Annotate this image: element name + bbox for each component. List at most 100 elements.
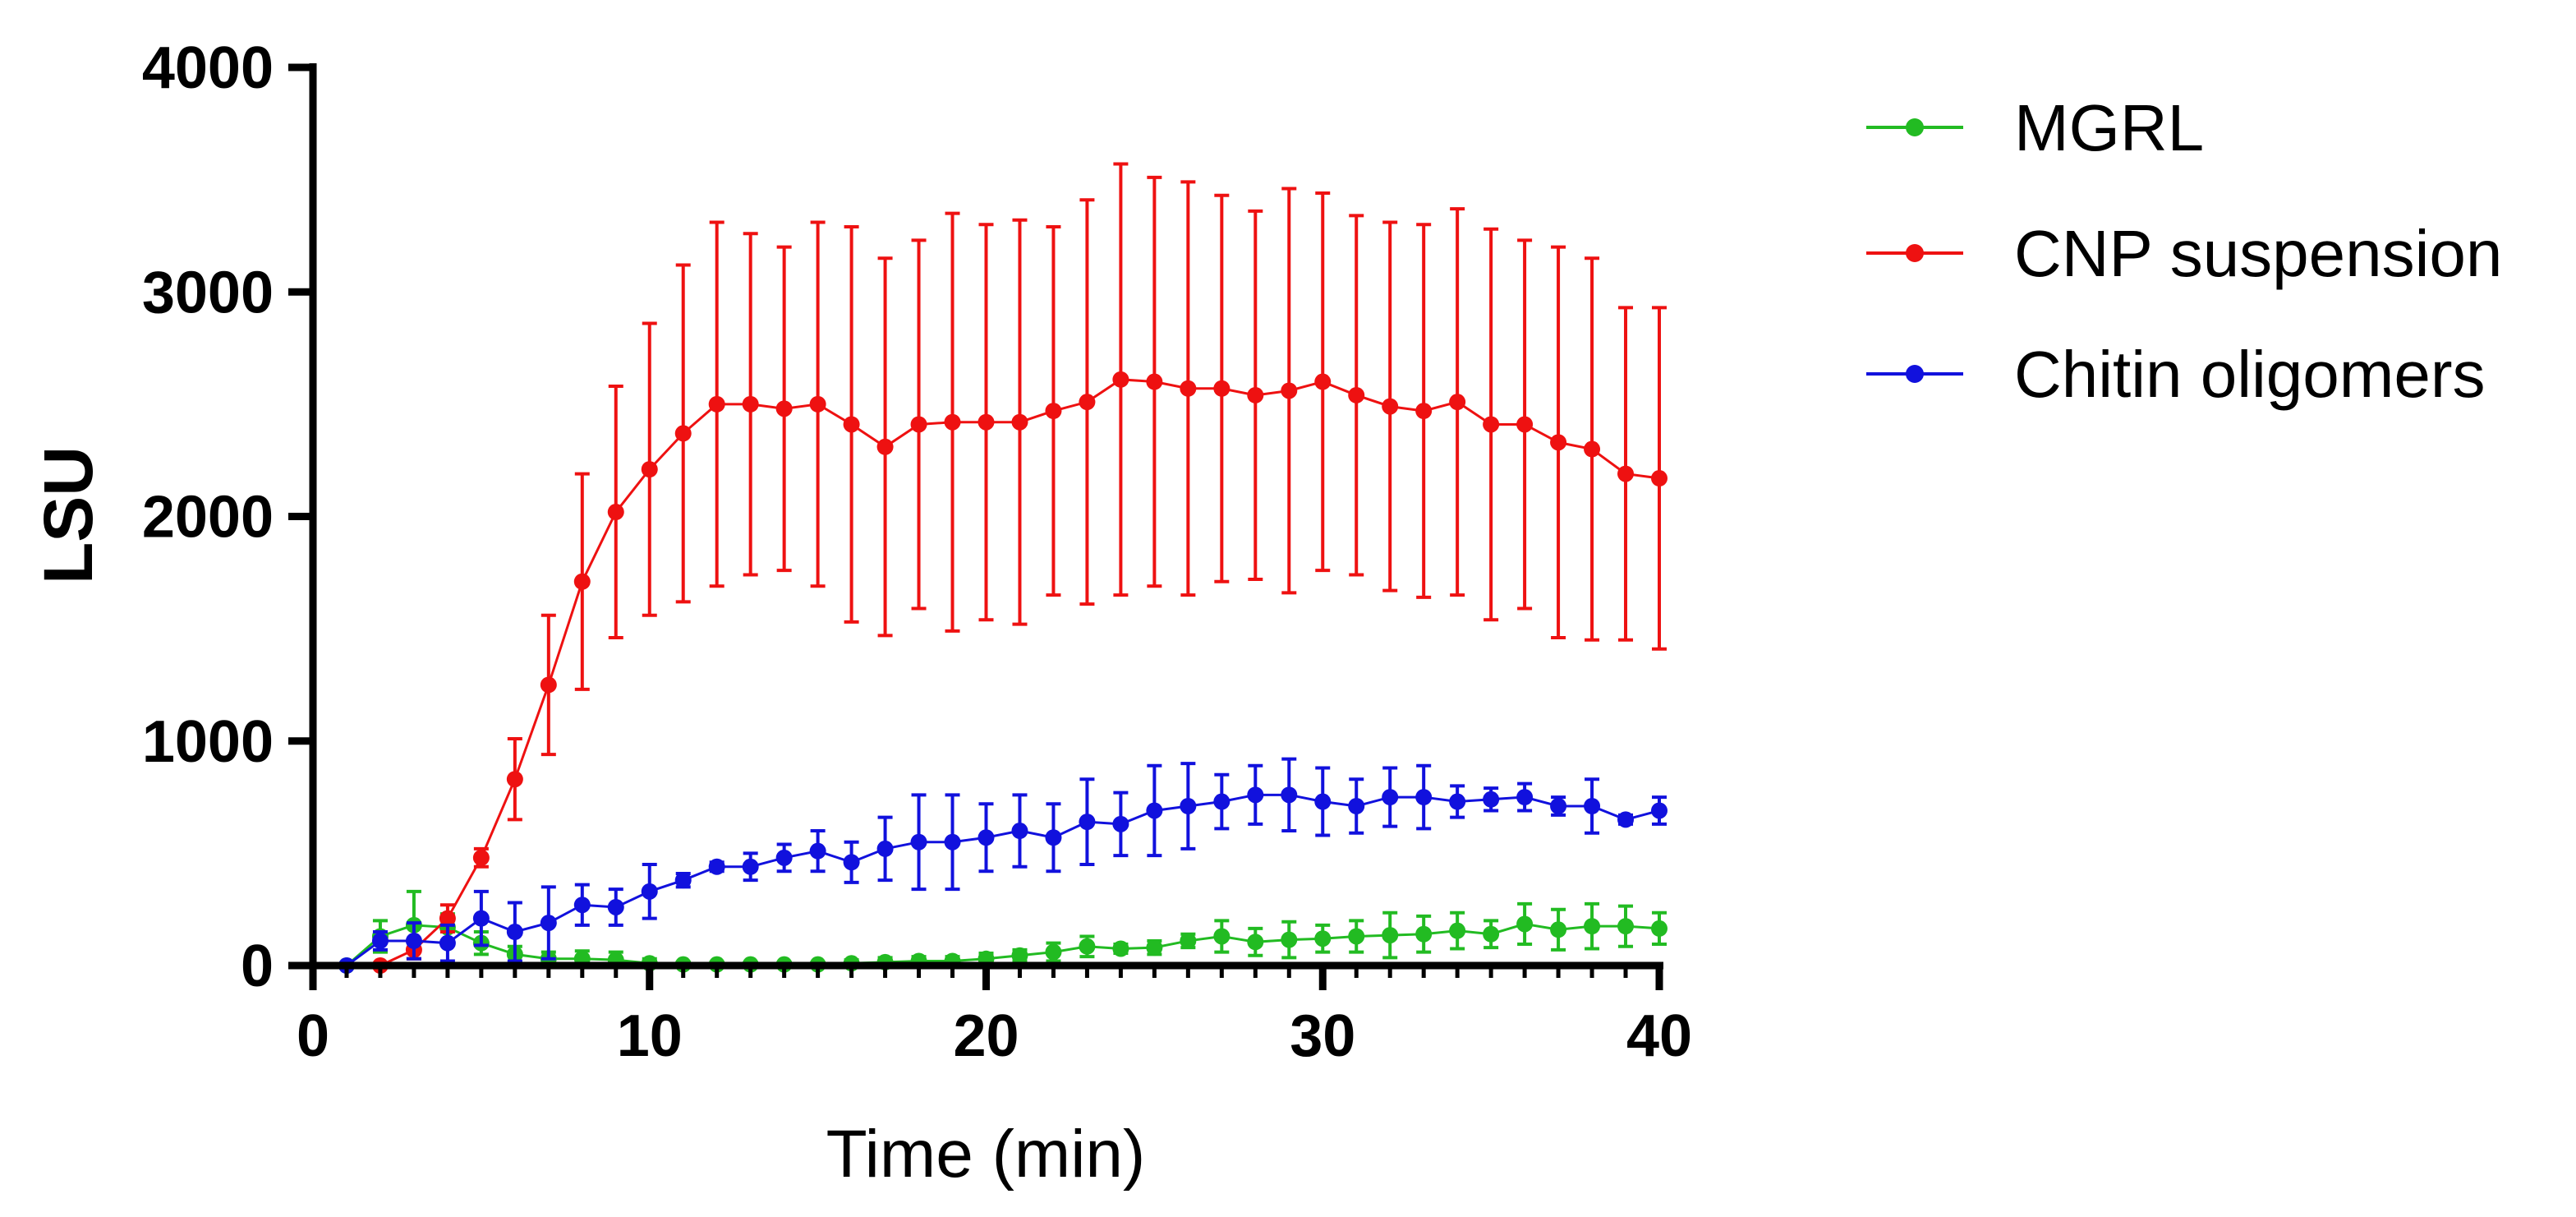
- data-point: [1584, 797, 1601, 814]
- data-point: [1651, 470, 1668, 487]
- data-point: [1449, 394, 1466, 411]
- data-point: [1045, 829, 1062, 846]
- y-tick-label: 1000: [142, 709, 274, 775]
- data-point: [1382, 789, 1399, 806]
- data-point: [1247, 386, 1264, 403]
- data-point: [1180, 797, 1197, 814]
- data-point: [1079, 394, 1096, 411]
- data-point: [1483, 416, 1500, 433]
- data-point: [708, 858, 725, 875]
- data-point: [1314, 373, 1332, 390]
- data-point: [573, 897, 591, 914]
- data-point: [1314, 930, 1332, 947]
- legend-label: Chitin oligomers: [2014, 338, 2486, 411]
- legend-label: MGRL: [2014, 91, 2204, 164]
- y-tick-label: 0: [241, 933, 274, 999]
- series-line: [345, 922, 1660, 967]
- data-point: [1112, 940, 1129, 957]
- data-point: [1415, 403, 1433, 420]
- data-point: [1079, 814, 1096, 831]
- data-point: [775, 400, 793, 417]
- data-point: [472, 849, 490, 866]
- data-point: [1348, 928, 1365, 945]
- data-point: [1449, 793, 1466, 810]
- legend: MGRL CNP suspension Chitin oligomers: [1866, 91, 2502, 411]
- x-axis-title: Time (min): [826, 1117, 1146, 1192]
- data-point: [439, 934, 456, 952]
- data-point: [742, 395, 759, 413]
- data-point: [1550, 797, 1567, 814]
- data-point: [506, 771, 523, 788]
- series-chitin-oligomers: [338, 757, 1668, 974]
- data-point: [1415, 925, 1433, 943]
- data-point: [1146, 373, 1163, 390]
- data-point: [607, 898, 624, 915]
- data-point: [1247, 786, 1264, 804]
- data-point: [708, 395, 725, 413]
- data-point: [1213, 793, 1230, 810]
- data-point: [1516, 915, 1534, 933]
- data-point: [1011, 823, 1028, 840]
- data-point: [1180, 932, 1197, 949]
- y-tick-label: 2000: [142, 485, 274, 551]
- data-point: [1079, 938, 1096, 955]
- data-point: [1617, 465, 1635, 482]
- x-axis: 0 10 20 30 40: [297, 961, 1692, 1069]
- legend-label: CNP suspension: [2014, 217, 2502, 290]
- data-point: [843, 854, 860, 871]
- data-point: [1651, 920, 1668, 937]
- data-point: [1247, 933, 1264, 951]
- legend-item: MGRL: [1866, 91, 2204, 164]
- data-point: [1011, 413, 1028, 431]
- legend-item: Chitin oligomers: [1866, 338, 2486, 411]
- x-tick-label: 20: [953, 1003, 1019, 1069]
- data-point: [742, 858, 759, 875]
- data-point: [1281, 382, 1298, 399]
- y-axis-title: LSU: [30, 446, 107, 584]
- data-point: [1550, 434, 1567, 451]
- data-point: [1112, 371, 1129, 388]
- data-point: [1045, 943, 1062, 961]
- data-point: [1617, 811, 1635, 828]
- data-point: [1516, 789, 1534, 806]
- data-point: [944, 833, 961, 851]
- data-point: [1011, 947, 1028, 964]
- x-tick-label: 30: [1290, 1003, 1355, 1069]
- data-point: [1382, 398, 1399, 415]
- data-point: [1281, 786, 1298, 804]
- legend-swatch-marker: [1906, 118, 1924, 136]
- series-mgrl: [338, 889, 1668, 974]
- data-point: [1281, 931, 1298, 948]
- data-point: [809, 842, 826, 860]
- data-point: [910, 833, 927, 851]
- data-point: [1213, 380, 1230, 397]
- data-point: [1348, 797, 1365, 814]
- series-cnp-suspension: [371, 162, 1668, 974]
- data-point: [1314, 793, 1332, 810]
- y-tick-label: 3000: [142, 260, 274, 325]
- data-point: [1382, 927, 1399, 944]
- data-point: [1045, 403, 1062, 420]
- x-tick-label: 40: [1626, 1003, 1692, 1069]
- data-point: [607, 504, 624, 521]
- data-point: [506, 924, 523, 941]
- data-point: [674, 872, 692, 889]
- data-point: [876, 840, 894, 857]
- data-point: [1550, 921, 1567, 938]
- data-point: [944, 413, 961, 431]
- data-point: [573, 573, 591, 590]
- data-point: [405, 932, 422, 949]
- data-point: [978, 413, 995, 431]
- data-point: [1651, 802, 1668, 819]
- data-point: [540, 676, 557, 694]
- data-point: [1348, 386, 1365, 403]
- data-point: [1146, 939, 1163, 957]
- data-point: [1617, 918, 1635, 935]
- data-point: [843, 416, 860, 433]
- data-point: [439, 910, 456, 927]
- plot-area: [338, 162, 1668, 974]
- series-line: [346, 793, 1660, 967]
- data-point: [1415, 789, 1433, 806]
- data-point: [1516, 416, 1534, 433]
